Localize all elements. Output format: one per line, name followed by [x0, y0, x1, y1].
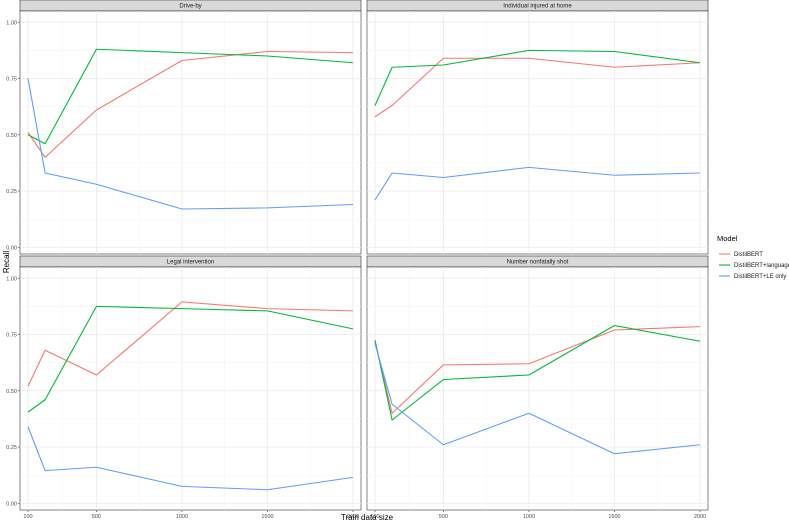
y-tick-label: 0.50	[6, 389, 17, 395]
facet-title: Number nonfatally shot	[507, 260, 569, 266]
x-tick-label: 500	[92, 514, 101, 520]
series-line	[374, 57, 701, 118]
x-tick-label: 1500	[261, 514, 273, 520]
facet-panel: Legal intervention 0.00 0.25 0.50 0.75 1.00 10…	[6, 255, 362, 520]
series-line	[27, 305, 354, 413]
panel-background	[366, 266, 709, 511]
y-tick-label: 0.25	[6, 189, 17, 195]
series-line	[27, 48, 354, 145]
series-line	[27, 78, 354, 210]
series-line	[374, 166, 701, 201]
legend: Model DistilBERTDistilBERT+languageDisti…	[717, 234, 789, 280]
series-line	[27, 50, 354, 158]
facet-panel: Drive-by 0.00 0.25 0.50 0.75 1.00	[6, 0, 362, 255]
panels-layer: Drive-by 0.00 0.25 0.50 0.75 1.00 Individual i…	[6, 0, 709, 520]
series-line	[374, 49, 701, 106]
x-tick-label: 1500	[608, 514, 620, 520]
y-tick-label: 1.00	[6, 20, 17, 26]
gridlines	[20, 267, 361, 510]
x-tick-label: 1000	[176, 514, 188, 520]
series-line	[374, 324, 701, 421]
series-line	[27, 426, 354, 491]
x-tick-label: 100	[370, 514, 379, 520]
series-line	[27, 301, 354, 387]
x-tick-label: 100	[23, 514, 32, 520]
legend-label: DistilBERT	[734, 252, 763, 258]
y-tick-label: 1.00	[6, 276, 17, 282]
y-tick-label: 0.25	[6, 445, 17, 451]
x-tick-label: 500	[439, 514, 448, 520]
y-axis-title: Recall	[2, 251, 11, 273]
facet-title: Drive-by	[179, 4, 201, 10]
y-tick-label: 0.00	[6, 245, 17, 251]
y-tick-label: 0.75	[6, 333, 17, 339]
facet-panel: Individual injured at home	[366, 0, 709, 255]
y-tick-label: 0.75	[6, 77, 17, 83]
legend-entries: DistilBERT DistilBERT+language DistilBERT+…	[719, 252, 789, 280]
legend-label: DistilBERT+language	[734, 263, 789, 269]
series-line	[374, 326, 701, 414]
panel-background	[19, 266, 362, 511]
facet-title: Legal intervention	[167, 260, 214, 266]
y-tick-label: 0.50	[6, 133, 17, 139]
facet-title: Individual injured at home	[503, 4, 572, 10]
gridlines	[367, 267, 708, 510]
panel-background	[366, 10, 709, 255]
x-tick-label: 2000	[694, 514, 706, 520]
panel-background	[19, 10, 362, 255]
x-tick-label: 2000	[347, 514, 359, 520]
facet-panel: Number nonfatally shot 100 500 1000 1500 2000	[366, 255, 709, 520]
legend-title: Model	[717, 234, 738, 243]
y-tick-label: 0.00	[6, 501, 17, 507]
series-line	[374, 343, 701, 455]
x-axis-title: Train data size	[341, 513, 394, 522]
x-tick-label: 1000	[523, 514, 535, 520]
legend-label: DistilBERT+LE only	[734, 274, 786, 280]
